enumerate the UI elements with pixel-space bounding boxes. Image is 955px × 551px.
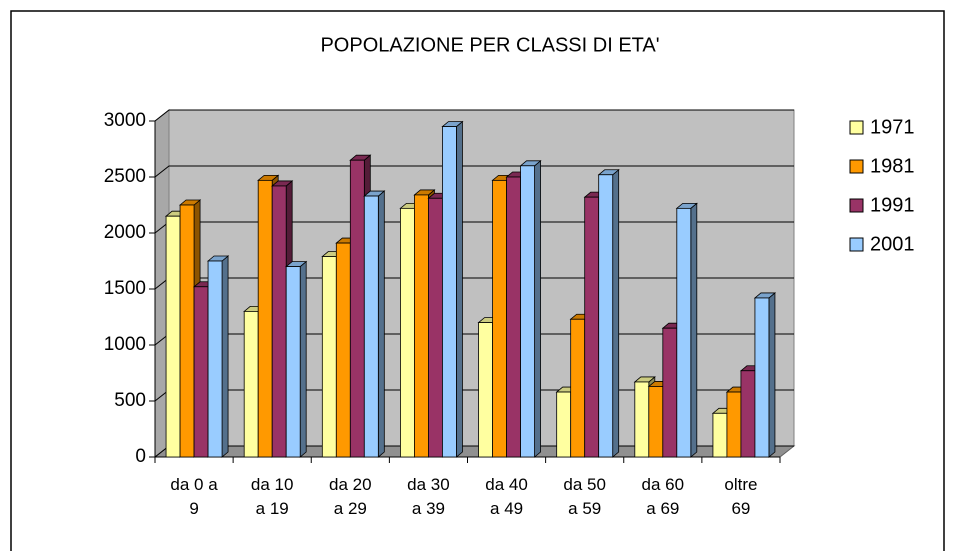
bar-front bbox=[634, 381, 650, 458]
y-tick-label: 2500 bbox=[104, 166, 146, 187]
bar-side bbox=[612, 168, 620, 458]
x-tick-label: da 60 a 69 bbox=[641, 475, 685, 518]
bar-front bbox=[165, 215, 181, 458]
x-tick-label: oltre 69 bbox=[724, 475, 758, 518]
bar bbox=[441, 120, 464, 458]
y-tick-label: 1500 bbox=[104, 278, 146, 299]
bar-side bbox=[299, 260, 307, 458]
bar bbox=[675, 202, 698, 458]
legend-swatch bbox=[849, 237, 864, 252]
legend-label: 1971 bbox=[870, 116, 915, 138]
bar-front bbox=[414, 194, 429, 458]
y-tick-label: 500 bbox=[114, 390, 146, 411]
bar-front bbox=[428, 197, 443, 458]
bar-front bbox=[243, 310, 259, 458]
x-tick-label: da 50 a 59 bbox=[563, 475, 606, 518]
bar-front bbox=[257, 179, 273, 458]
bar-front bbox=[648, 386, 664, 458]
bar-side bbox=[690, 202, 698, 458]
bar-side bbox=[534, 159, 541, 458]
bar bbox=[753, 292, 777, 458]
bar-front bbox=[400, 207, 415, 458]
bar-front bbox=[712, 412, 728, 458]
grid-line bbox=[154, 109, 794, 122]
bar-front bbox=[662, 327, 678, 458]
bar-side bbox=[768, 292, 776, 458]
bar-front bbox=[520, 165, 535, 458]
y-tick-label: 0 bbox=[135, 446, 146, 467]
bar-front bbox=[442, 126, 457, 458]
x-tick-label: da 0 a 9 bbox=[170, 475, 218, 518]
bar-side bbox=[377, 190, 385, 458]
bar-front bbox=[492, 179, 507, 458]
bar bbox=[285, 260, 308, 458]
legend-swatch bbox=[849, 120, 864, 135]
bar bbox=[206, 255, 230, 458]
x-tick-label: da 30 a 39 bbox=[407, 475, 450, 518]
bar-side bbox=[456, 120, 463, 458]
bar-front bbox=[349, 159, 365, 458]
x-tick-label: da 10 a 19 bbox=[250, 475, 294, 518]
bar-front bbox=[271, 185, 287, 458]
bar-front bbox=[478, 322, 493, 458]
x-tick-label: da 40 a 49 bbox=[485, 475, 528, 518]
bar-front bbox=[506, 176, 521, 458]
bar-front bbox=[676, 207, 692, 458]
bar-front bbox=[570, 318, 586, 458]
bar-front bbox=[556, 391, 572, 458]
bar-front bbox=[285, 266, 301, 458]
bar-front bbox=[740, 370, 756, 458]
y-tick-label: 2000 bbox=[104, 222, 146, 243]
bar-front bbox=[321, 256, 337, 458]
bar-front bbox=[335, 242, 351, 458]
legend-label: 1991 bbox=[870, 194, 915, 216]
bar bbox=[597, 168, 620, 458]
legend-swatch bbox=[849, 198, 864, 213]
bar-front bbox=[598, 174, 614, 458]
bar-front bbox=[726, 391, 742, 458]
y-tick-label: 1000 bbox=[104, 334, 146, 355]
legend-label: 1981 bbox=[870, 155, 915, 177]
bar-front bbox=[193, 286, 209, 458]
bar-side bbox=[221, 255, 229, 458]
bar bbox=[363, 190, 386, 458]
grid-line bbox=[154, 165, 794, 178]
bar-front bbox=[584, 196, 600, 458]
x-tick-label: da 20 a 29 bbox=[329, 475, 372, 518]
bar bbox=[519, 159, 542, 458]
chart-title: POPOLAZIONE PER CLASSI DI ETA' bbox=[320, 34, 659, 56]
y-tick-label: 3000 bbox=[104, 110, 146, 131]
legend-swatch bbox=[849, 159, 864, 174]
bar-front bbox=[207, 260, 223, 458]
legend-label: 2001 bbox=[870, 233, 915, 255]
bar-front bbox=[179, 204, 195, 458]
bar-front bbox=[754, 297, 770, 458]
bar-front bbox=[363, 195, 379, 458]
